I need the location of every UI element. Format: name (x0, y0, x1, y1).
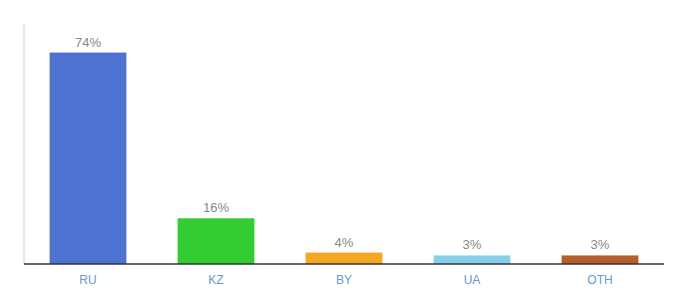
data-label: 4% (335, 235, 354, 250)
bar (562, 255, 639, 264)
data-label: 3% (463, 237, 482, 252)
bar (178, 218, 255, 264)
y-axis-line (24, 24, 25, 264)
bar (434, 255, 511, 264)
x-tick-label: UA (464, 273, 481, 287)
bar (306, 253, 383, 264)
data-label: 16% (203, 200, 229, 215)
data-label: 74% (75, 35, 101, 50)
x-axis-line (24, 263, 664, 265)
bars (50, 53, 639, 264)
x-tick-label: RU (79, 273, 96, 287)
x-tick-label: BY (336, 273, 352, 287)
chart-svg: 74% 16% 4% 3% 3% RU KZ BY UA OTH (0, 0, 680, 300)
x-tick-label: KZ (208, 273, 223, 287)
chart-container: 74% 16% 4% 3% 3% RU KZ BY UA OTH (0, 0, 680, 300)
x-tick-label: OTH (587, 273, 612, 287)
bar (50, 53, 127, 264)
data-label: 3% (591, 237, 610, 252)
